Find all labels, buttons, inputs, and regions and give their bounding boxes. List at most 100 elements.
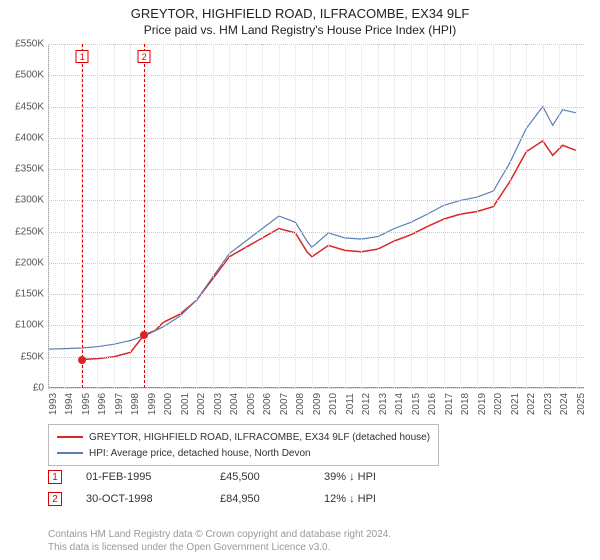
x-tick-label: 2014 — [394, 393, 405, 415]
x-gridline — [163, 44, 164, 388]
x-tick-label: 2009 — [312, 393, 323, 415]
x-gridline — [444, 44, 445, 388]
y-gridline — [48, 200, 584, 201]
x-tick-label: 2023 — [543, 393, 554, 415]
sale-index-box: 2 — [138, 50, 151, 63]
x-gridline — [295, 44, 296, 388]
sale-index-box: 1 — [48, 470, 62, 484]
footer-line-2: This data is licensed under the Open Gov… — [48, 541, 391, 554]
x-tick-label: 1994 — [64, 393, 75, 415]
legend-label: GREYTOR, HIGHFIELD ROAD, ILFRACOMBE, EX3… — [89, 432, 430, 443]
y-gridline — [48, 169, 584, 170]
x-tick-label: 2013 — [378, 393, 389, 415]
y-gridline — [48, 357, 584, 358]
x-tick-label: 2017 — [444, 393, 455, 415]
x-gridline — [411, 44, 412, 388]
x-tick-label: 2002 — [196, 393, 207, 415]
x-gridline — [114, 44, 115, 388]
sale-index-box: 1 — [76, 50, 89, 63]
y-tick-label: £450K — [0, 101, 44, 112]
x-tick-label: 2006 — [262, 393, 273, 415]
x-gridline — [213, 44, 214, 388]
x-tick-label: 2005 — [246, 393, 257, 415]
x-gridline — [526, 44, 527, 388]
y-tick-label: £100K — [0, 320, 44, 331]
x-tick-label: 2003 — [213, 393, 224, 415]
y-tick-label: £200K — [0, 257, 44, 268]
x-gridline — [510, 44, 511, 388]
x-tick-label: 2018 — [460, 393, 471, 415]
footer-attribution: Contains HM Land Registry data © Crown c… — [48, 528, 391, 554]
y-tick-label: £0 — [0, 383, 44, 394]
x-tick-label: 2000 — [163, 393, 174, 415]
x-gridline — [328, 44, 329, 388]
x-tick-label: 2015 — [411, 393, 422, 415]
legend-row: HPI: Average price, detached house, Nort… — [57, 445, 430, 461]
sale-index-box: 2 — [48, 492, 62, 506]
chart-plot-area: £0£50K£100K£150K£200K£250K£300K£350K£400… — [48, 44, 584, 388]
x-gridline — [246, 44, 247, 388]
y-gridline — [48, 388, 584, 389]
sale-hpi-delta: 39% ↓ HPI — [324, 471, 376, 483]
x-gridline — [345, 44, 346, 388]
x-gridline — [64, 44, 65, 388]
x-tick-label: 2022 — [526, 393, 537, 415]
y-tick-label: £250K — [0, 226, 44, 237]
y-gridline — [48, 75, 584, 76]
y-gridline — [48, 325, 584, 326]
legend: GREYTOR, HIGHFIELD ROAD, ILFRACOMBE, EX3… — [48, 424, 439, 466]
x-gridline — [97, 44, 98, 388]
chart-lines-svg — [48, 44, 584, 388]
x-tick-label: 2012 — [361, 393, 372, 415]
sale-vline — [82, 44, 83, 388]
y-tick-label: £550K — [0, 39, 44, 50]
x-tick-label: 2008 — [295, 393, 306, 415]
x-tick-label: 2024 — [559, 393, 570, 415]
x-tick-label: 1998 — [130, 393, 141, 415]
footer-line-1: Contains HM Land Registry data © Crown c… — [48, 528, 391, 541]
x-gridline — [279, 44, 280, 388]
y-tick-label: £500K — [0, 70, 44, 81]
x-tick-label: 2016 — [427, 393, 438, 415]
x-tick-label: 2021 — [510, 393, 521, 415]
x-tick-label: 2004 — [229, 393, 240, 415]
x-gridline — [576, 44, 577, 388]
y-gridline — [48, 44, 584, 45]
x-gridline — [378, 44, 379, 388]
x-tick-label: 1997 — [114, 393, 125, 415]
x-gridline — [130, 44, 131, 388]
x-gridline — [559, 44, 560, 388]
x-gridline — [394, 44, 395, 388]
sale-point-marker — [78, 356, 86, 364]
x-gridline — [262, 44, 263, 388]
x-gridline — [312, 44, 313, 388]
legend-label: HPI: Average price, detached house, Nort… — [89, 448, 311, 459]
x-gridline — [361, 44, 362, 388]
x-tick-label: 1993 — [48, 393, 59, 415]
x-tick-label: 2019 — [477, 393, 488, 415]
x-gridline — [460, 44, 461, 388]
y-tick-label: £300K — [0, 195, 44, 206]
x-gridline — [196, 44, 197, 388]
sale-price: £84,950 — [220, 493, 300, 505]
x-gridline — [229, 44, 230, 388]
x-gridline — [493, 44, 494, 388]
y-gridline — [48, 107, 584, 108]
sale-date: 01-FEB-1995 — [86, 471, 196, 483]
x-tick-label: 2011 — [345, 393, 356, 415]
y-gridline — [48, 263, 584, 264]
x-tick-label: 2010 — [328, 393, 339, 415]
x-tick-label: 2020 — [493, 393, 504, 415]
x-tick-label: 1999 — [147, 393, 158, 415]
y-tick-label: £50K — [0, 351, 44, 362]
y-gridline — [48, 294, 584, 295]
sale-detail-row: 230-OCT-1998£84,95012% ↓ HPI — [48, 492, 376, 506]
chart-title: GREYTOR, HIGHFIELD ROAD, ILFRACOMBE, EX3… — [0, 6, 600, 21]
sale-point-marker — [140, 331, 148, 339]
y-tick-label: £350K — [0, 164, 44, 175]
x-tick-label: 2007 — [279, 393, 290, 415]
y-tick-label: £400K — [0, 132, 44, 143]
x-tick-label: 1996 — [97, 393, 108, 415]
x-gridline — [180, 44, 181, 388]
y-gridline — [48, 232, 584, 233]
